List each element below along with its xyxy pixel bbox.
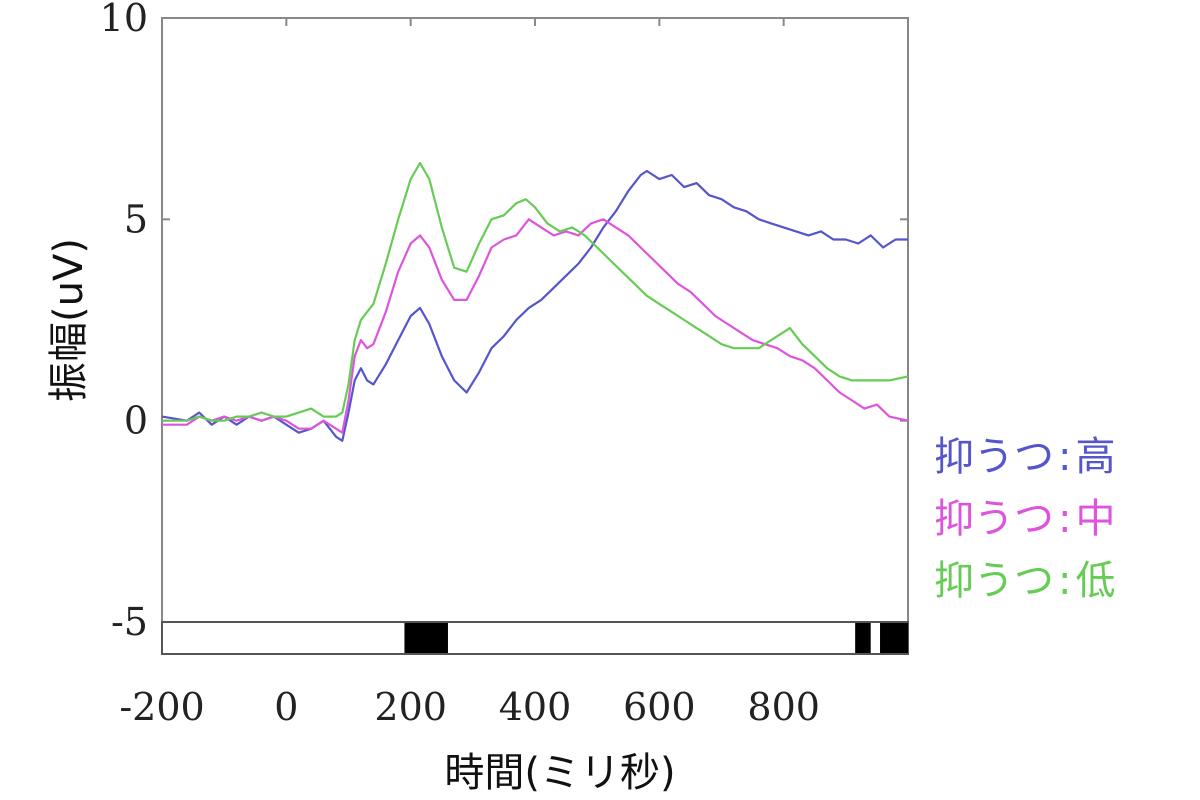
significance-segment (855, 623, 871, 653)
y-tick-label: 10 (100, 0, 148, 40)
legend-entry: 抑うつ: 高 (934, 434, 1115, 480)
legend-prefix: 抑うつ (934, 496, 1054, 542)
x-tick-label: 800 (747, 685, 820, 729)
significance-bar-frame (161, 621, 909, 655)
x-tick-label: 0 (274, 685, 298, 729)
x-tick-label: 200 (374, 685, 447, 729)
series-line (161, 169, 908, 442)
series-line (162, 161, 909, 422)
significance-bar (161, 621, 909, 655)
legend-level: 低 (1075, 558, 1115, 604)
y-tick-label: 0 (124, 399, 148, 443)
legend-level: 高 (1075, 434, 1115, 480)
legend-separator: : (1058, 558, 1071, 604)
y-axis-label: 振幅(uV) (46, 238, 92, 402)
x-axis-ticks: -200 0 200 400 600 800 (119, 18, 820, 729)
legend-level: 中 (1075, 496, 1115, 542)
x-axis-label: 時間(ミリ秒) (444, 750, 675, 796)
series-layer (161, 161, 909, 442)
significance-segment (404, 623, 448, 653)
plot-frame (161, 17, 909, 623)
x-tick-label: 400 (499, 685, 572, 729)
series-line (162, 218, 909, 434)
x-tick-label: 600 (623, 685, 696, 729)
legend-separator: : (1058, 434, 1071, 480)
legend-entry: 抑うつ: 低 (934, 558, 1115, 604)
significance-segment (880, 623, 908, 653)
legend-prefix: 抑うつ (934, 558, 1054, 604)
y-tick-label: -5 (111, 600, 148, 644)
legend-entry: 抑うつ: 中 (934, 496, 1115, 542)
y-tick-label: 5 (124, 197, 148, 241)
x-tick-label: -200 (119, 685, 204, 729)
significance-segments (404, 623, 908, 653)
legend-separator: : (1058, 496, 1071, 542)
y-axis-ticks: -5 0 5 10 (100, 0, 908, 644)
legend-prefix: 抑うつ (934, 434, 1054, 480)
